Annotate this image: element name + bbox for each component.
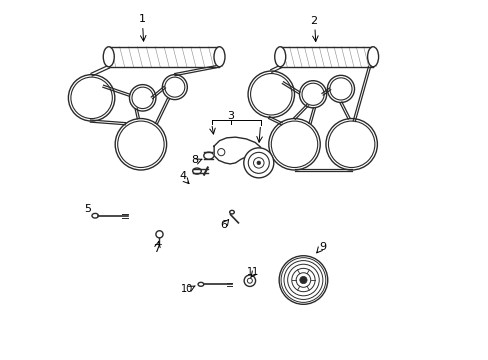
Ellipse shape (229, 210, 234, 214)
Ellipse shape (92, 213, 98, 218)
Ellipse shape (214, 47, 224, 67)
Ellipse shape (198, 282, 203, 286)
Text: 9: 9 (318, 242, 325, 252)
Ellipse shape (367, 47, 378, 67)
Ellipse shape (274, 47, 285, 67)
Circle shape (257, 161, 260, 165)
Circle shape (244, 275, 255, 287)
Text: 3: 3 (227, 111, 234, 121)
Text: 11: 11 (247, 267, 259, 277)
Ellipse shape (203, 152, 213, 159)
Polygon shape (214, 137, 261, 164)
Text: 10: 10 (180, 284, 192, 294)
Text: 4: 4 (179, 171, 186, 181)
Text: 8: 8 (190, 156, 198, 165)
Circle shape (279, 256, 327, 304)
Text: 2: 2 (310, 16, 317, 26)
Circle shape (244, 148, 273, 178)
Circle shape (156, 231, 163, 238)
Ellipse shape (103, 47, 114, 67)
Text: 6: 6 (220, 220, 227, 230)
Text: 1: 1 (139, 14, 146, 24)
Text: 7: 7 (152, 244, 160, 253)
Circle shape (299, 276, 306, 284)
Ellipse shape (192, 168, 201, 174)
Text: 5: 5 (84, 204, 91, 214)
